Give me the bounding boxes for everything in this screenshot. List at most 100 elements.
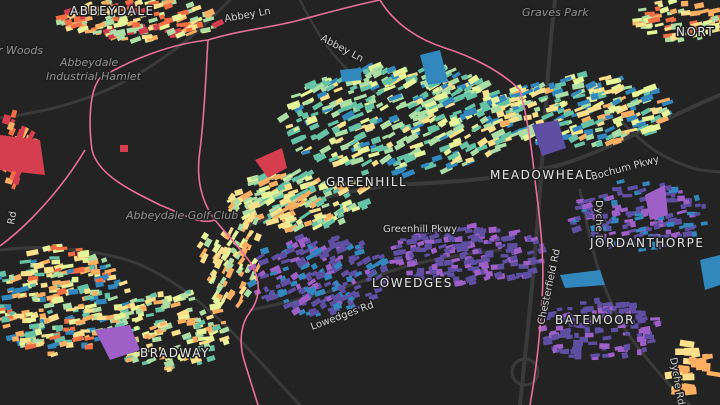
building <box>24 330 37 339</box>
building <box>647 16 661 24</box>
building <box>463 107 478 117</box>
building <box>43 317 51 324</box>
building <box>269 289 276 295</box>
building <box>637 349 642 356</box>
building <box>434 255 445 264</box>
building <box>175 30 186 39</box>
building <box>373 273 383 281</box>
building <box>449 249 456 254</box>
building <box>232 198 241 207</box>
building <box>368 293 379 301</box>
building <box>487 137 501 147</box>
building <box>61 263 74 269</box>
building <box>323 281 332 288</box>
building <box>375 88 386 97</box>
building <box>48 334 61 341</box>
building <box>52 280 61 285</box>
building <box>75 247 83 252</box>
building <box>357 184 368 192</box>
building <box>312 222 323 231</box>
building <box>576 70 588 80</box>
building <box>225 267 235 279</box>
building <box>590 352 600 358</box>
landmark-building <box>0 135 45 175</box>
building <box>562 317 570 323</box>
building <box>512 246 523 255</box>
building <box>364 292 372 297</box>
building <box>392 67 407 78</box>
landmark-building <box>340 68 362 82</box>
building <box>454 237 462 243</box>
building <box>598 193 609 199</box>
building <box>461 240 471 247</box>
building <box>56 272 64 278</box>
building <box>104 267 117 274</box>
building <box>94 21 106 30</box>
building <box>464 228 473 234</box>
building <box>214 309 224 314</box>
building <box>269 270 278 277</box>
building <box>476 258 484 264</box>
building <box>308 309 320 318</box>
building <box>188 296 196 302</box>
building <box>564 331 571 338</box>
building <box>574 332 579 339</box>
building <box>431 238 443 245</box>
building <box>305 169 315 178</box>
building <box>99 265 107 270</box>
building <box>199 309 207 316</box>
boundary-line <box>207 0 381 41</box>
building <box>479 228 487 234</box>
building <box>331 179 345 190</box>
building <box>359 141 370 148</box>
building <box>131 355 140 364</box>
building <box>241 212 251 221</box>
building <box>574 215 582 222</box>
building <box>473 229 481 234</box>
building <box>399 123 407 130</box>
building <box>409 246 421 253</box>
building <box>428 233 440 240</box>
building <box>335 245 348 255</box>
building <box>177 318 187 325</box>
building <box>506 122 514 129</box>
building <box>373 285 383 294</box>
building <box>347 180 357 188</box>
building <box>1 317 10 323</box>
building <box>95 277 104 283</box>
building <box>147 25 154 31</box>
building <box>424 252 431 258</box>
building <box>319 301 328 310</box>
building <box>268 180 279 188</box>
building <box>623 344 631 351</box>
building <box>354 131 367 142</box>
building <box>596 315 605 321</box>
building <box>432 86 440 94</box>
building <box>379 104 389 112</box>
building <box>572 124 584 133</box>
building <box>661 99 674 107</box>
building <box>602 335 612 341</box>
building <box>331 292 343 303</box>
building <box>171 329 181 337</box>
building <box>198 339 212 346</box>
building <box>467 233 477 240</box>
building <box>582 305 593 313</box>
building <box>238 285 247 296</box>
building <box>671 388 679 396</box>
building <box>637 187 647 194</box>
building <box>246 278 258 288</box>
building <box>66 268 75 275</box>
building <box>611 98 622 106</box>
building <box>370 136 382 145</box>
building <box>638 247 647 253</box>
building <box>471 125 482 133</box>
building <box>159 321 167 327</box>
building <box>509 84 523 94</box>
building <box>40 292 46 297</box>
building <box>657 106 668 114</box>
building <box>321 103 336 111</box>
building <box>299 262 310 271</box>
